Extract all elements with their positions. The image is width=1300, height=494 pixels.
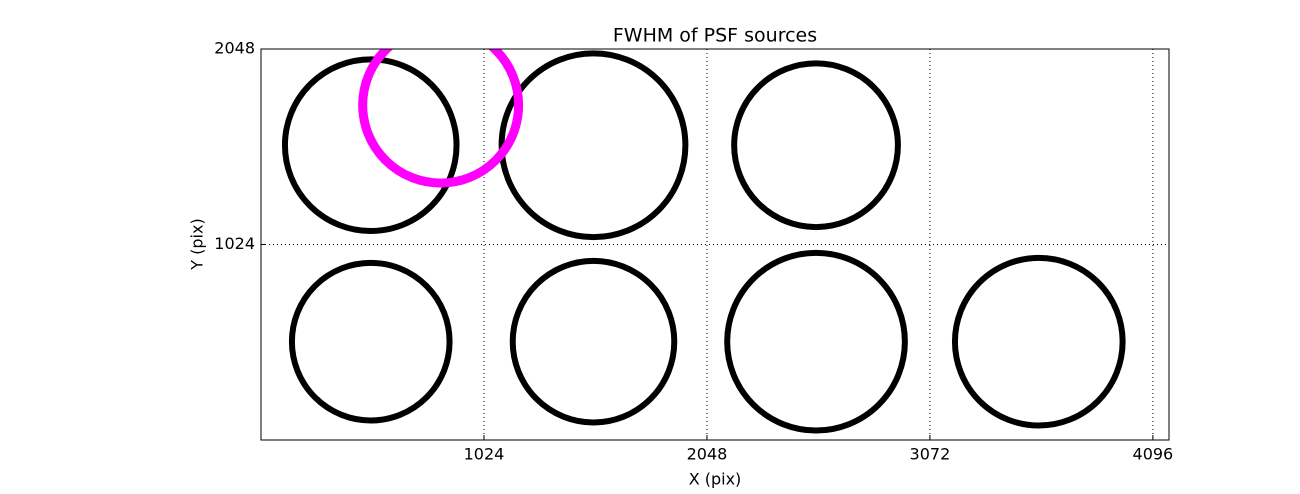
fwhm-circle [724, 249, 908, 434]
y-axis-label: Y (pix) [188, 218, 207, 270]
ticks: 1024 2048 3072 4096 1024 2048 [214, 39, 1173, 464]
x-tick-label: 2048 [687, 445, 728, 464]
fwhm-circle [358, 49, 524, 188]
fwhm-circle [951, 254, 1126, 429]
marks [281, 49, 1126, 434]
x-axis-label: X (pix) [689, 470, 742, 489]
fwhm-circle [288, 259, 453, 424]
x-tick-label: 4096 [1133, 445, 1174, 464]
fwhm-circle [509, 257, 678, 426]
x-tick-label: 1024 [464, 445, 505, 464]
fwhm-circle [281, 56, 460, 235]
y-tick-label: 2048 [214, 39, 255, 58]
y-tick-label: 1024 [214, 234, 255, 253]
fwhm-circle [498, 50, 689, 241]
chart-title: FWHM of PSF sources [613, 25, 817, 47]
fwhm-circle [731, 60, 901, 231]
x-tick-label: 3072 [910, 445, 951, 464]
